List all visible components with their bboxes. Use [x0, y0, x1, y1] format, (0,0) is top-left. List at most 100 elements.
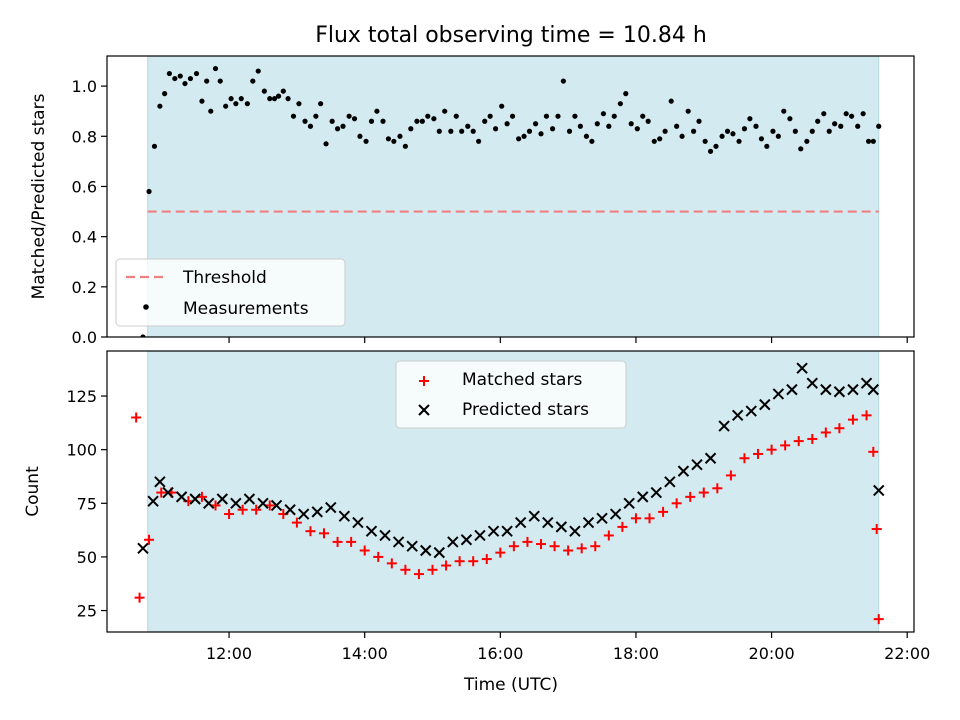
- y-axis-label: Count: [23, 466, 43, 517]
- data-point: [182, 80, 188, 87]
- axes-frame: [106, 55, 915, 338]
- data-point: [284, 504, 296, 516]
- axes-frame: [106, 350, 915, 633]
- data-point: [391, 138, 397, 144]
- data-point: [713, 143, 719, 149]
- data-point: [465, 123, 471, 129]
- data-point: [296, 101, 302, 107]
- data-point: [313, 113, 319, 119]
- data-point: [522, 536, 533, 547]
- y-tick-label: 1.0: [72, 77, 97, 96]
- data-point: [521, 133, 527, 139]
- data-point: [352, 516, 364, 529]
- data-point: [772, 388, 785, 400]
- data-point: [470, 128, 476, 134]
- data-point: [441, 560, 452, 571]
- data-point: [849, 113, 855, 119]
- data-point: [589, 138, 595, 144]
- data-point: [481, 554, 492, 565]
- data-point: [617, 101, 623, 107]
- y-axis-label: Matched/Predicted stars: [29, 93, 49, 299]
- data-point: [563, 545, 574, 556]
- data-point: [319, 528, 330, 539]
- data-point: [334, 126, 341, 132]
- data-point: [786, 383, 798, 396]
- data-point: [739, 453, 750, 464]
- data-point: [826, 128, 832, 134]
- data-point: [495, 547, 506, 558]
- data-point: [359, 545, 370, 556]
- data-point: [855, 123, 861, 129]
- data-point: [868, 446, 879, 457]
- data-point: [193, 70, 200, 77]
- data-point: [325, 501, 337, 514]
- data-point: [679, 133, 685, 139]
- data-point: [549, 541, 560, 552]
- data-point: [216, 493, 228, 505]
- data-point: [577, 123, 583, 129]
- data-point: [793, 436, 804, 447]
- data-point: [536, 539, 547, 550]
- legend-threshold-label: Threshold: [182, 268, 267, 288]
- data-point: [414, 118, 420, 124]
- data-point: [275, 93, 282, 99]
- data-point: [747, 116, 753, 122]
- data-point: [305, 526, 316, 537]
- data-point: [233, 101, 239, 107]
- data-point: [338, 510, 351, 522]
- data-point: [712, 483, 723, 494]
- y-tick-label: 0.6: [72, 177, 97, 196]
- data-point: [873, 614, 884, 625]
- data-point: [787, 116, 793, 122]
- data-point: [380, 118, 386, 124]
- data-point: [820, 427, 831, 438]
- data-point: [590, 541, 601, 552]
- data-point: [508, 541, 519, 552]
- data-point: [323, 141, 329, 147]
- data-point: [770, 128, 776, 134]
- x-axis-label: Time (UTC): [463, 675, 558, 695]
- data-point: [640, 113, 646, 119]
- data-point: [807, 433, 818, 444]
- data-point: [166, 70, 172, 77]
- data-point: [594, 121, 600, 127]
- data-point: [596, 512, 608, 525]
- data-point: [543, 113, 550, 119]
- data-point: [453, 113, 459, 119]
- data-point: [492, 126, 499, 132]
- data-point: [406, 540, 418, 552]
- data-point: [704, 452, 717, 464]
- data-point: [691, 128, 697, 134]
- data-point: [499, 103, 505, 109]
- data-point: [696, 118, 702, 124]
- data-point: [156, 487, 167, 498]
- data-point: [291, 517, 302, 528]
- data-point: [658, 506, 669, 517]
- data-point: [250, 78, 256, 84]
- data-point: [731, 409, 744, 422]
- data-point: [725, 470, 736, 481]
- data-point: [261, 88, 267, 94]
- data-point: [860, 111, 866, 117]
- data-point: [685, 108, 691, 114]
- legend-box: [115, 258, 346, 327]
- data-point: [177, 73, 183, 79]
- data-point: [792, 128, 798, 134]
- data-point: [555, 521, 568, 533]
- data-point: [302, 118, 308, 124]
- data-point: [134, 592, 145, 603]
- data-point: [834, 423, 845, 434]
- data-point: [230, 497, 242, 510]
- data-point: [719, 133, 725, 139]
- y-tick-label: 75: [77, 494, 97, 513]
- data-point: [806, 377, 818, 389]
- data-point: [566, 128, 573, 134]
- legend-measurements-label: Measurements: [183, 299, 309, 319]
- data-point: [843, 111, 849, 117]
- y-tick-label: 0.2: [72, 278, 97, 297]
- data-point: [876, 123, 882, 129]
- data-point: [798, 146, 804, 152]
- data-point: [759, 398, 771, 411]
- data-point: [199, 98, 205, 104]
- data-point: [509, 113, 516, 119]
